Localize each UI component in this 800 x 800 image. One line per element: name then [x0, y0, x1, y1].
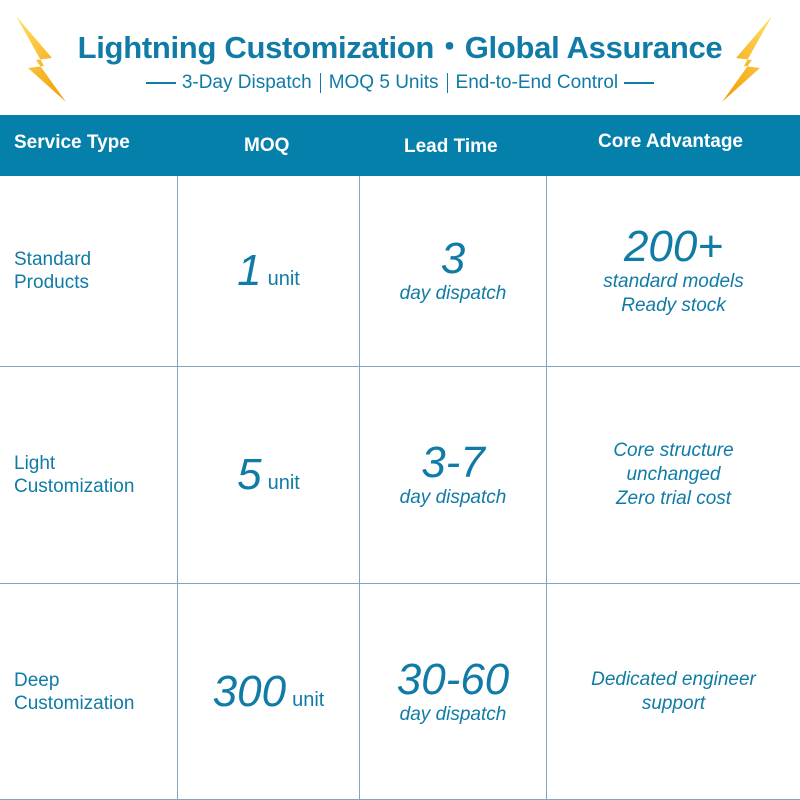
table-header: Service Type MOQ Lead Time Core Advantag… [0, 115, 800, 176]
advantage-line: Zero trial cost [615, 488, 732, 509]
column-header: MOQ [244, 135, 290, 156]
service-type: Deep Customization [14, 669, 135, 714]
subtitle-item: 3-Day Dispatch [181, 72, 312, 93]
advantage-line: Dedicated engineer [591, 668, 756, 690]
advantage-line: Core structure [613, 440, 734, 461]
service-type: Light Customization [14, 453, 135, 497]
advantage-line: standard models [603, 271, 744, 292]
moq-cell: 5 unit [178, 367, 360, 584]
moq-value: 1 [237, 246, 262, 295]
service-type-cell: Deep Customization [0, 584, 178, 800]
moq-value: 300 [212, 666, 287, 716]
service-type-cell: Light Customization [0, 367, 178, 584]
column-header: Core Advantage [598, 131, 743, 152]
advantage-line: unchanged [626, 464, 721, 485]
comparison-table: Standard Products 1 unit 3 day dispatch 200+ s… [0, 176, 800, 800]
lead-time-unit: day dispatch [399, 283, 507, 304]
subtitle: 3-Day Dispatch MOQ 5 Units End-to-End Cont… [0, 72, 800, 94]
advantage-highlight: 200+ [623, 222, 724, 271]
moq-cell: 300 unit [178, 584, 360, 800]
moq-value: 5 [237, 450, 262, 499]
lead-time-cell: 3 day dispatch [360, 176, 547, 367]
core-advantage-cell: 200+ standard models Ready stock [547, 176, 800, 367]
advantage-line: Ready stock [621, 295, 726, 316]
lead-time-value: 3 [440, 234, 466, 283]
lead-time-unit: day dispatch [399, 703, 507, 725]
moq-unit: unit [267, 472, 300, 494]
column-header: Service Type [14, 132, 130, 153]
service-type-cell: Standard Products [0, 176, 178, 367]
subtitle-item: MOQ 5 Units [328, 72, 439, 93]
core-advantage-cell: Core structure unchanged Zero trial cost [547, 367, 800, 584]
moq-cell: 1 unit [178, 176, 360, 367]
lightning-bolt-icon [16, 16, 66, 102]
lead-time-value: 30-60 [396, 654, 510, 704]
lead-time-unit: day dispatch [399, 487, 507, 508]
core-advantage-cell: Dedicated engineer support [547, 584, 800, 800]
lead-time-cell: 30-60 day dispatch [360, 584, 547, 800]
subtitle-item: End-to-End Control [455, 72, 619, 93]
advantage-line: support [641, 692, 706, 714]
lightning-bolt-icon [722, 16, 772, 102]
moq-unit: unit [267, 268, 300, 290]
moq-unit: unit [292, 688, 325, 711]
lead-time-value: 3-7 [421, 438, 485, 487]
service-type: Standard Products [14, 249, 92, 293]
page-title: Lightning Customization・Global Assurance [77, 30, 723, 65]
lead-time-cell: 3-7 day dispatch [360, 367, 547, 584]
column-header: Lead Time [404, 136, 498, 157]
